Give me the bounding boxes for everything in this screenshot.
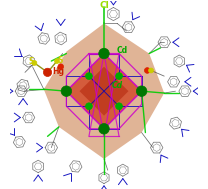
Polygon shape	[44, 23, 164, 159]
Circle shape	[144, 68, 150, 73]
Text: Cd: Cd	[116, 46, 127, 55]
Text: Cl: Cl	[99, 1, 109, 10]
Circle shape	[61, 86, 72, 96]
Circle shape	[99, 48, 109, 59]
Circle shape	[58, 64, 64, 70]
Text: S: S	[28, 57, 34, 66]
Text: Hg: Hg	[52, 67, 64, 76]
Text: Cd: Cd	[111, 81, 123, 90]
Circle shape	[43, 68, 52, 77]
Text: S: S	[58, 56, 63, 65]
Circle shape	[116, 73, 123, 80]
Polygon shape	[66, 53, 142, 129]
Circle shape	[136, 86, 147, 96]
Circle shape	[32, 60, 37, 65]
Polygon shape	[79, 67, 129, 116]
Circle shape	[149, 68, 154, 73]
Circle shape	[85, 103, 92, 110]
Circle shape	[99, 124, 109, 134]
Circle shape	[85, 73, 92, 80]
Circle shape	[116, 103, 123, 110]
Circle shape	[54, 59, 59, 64]
